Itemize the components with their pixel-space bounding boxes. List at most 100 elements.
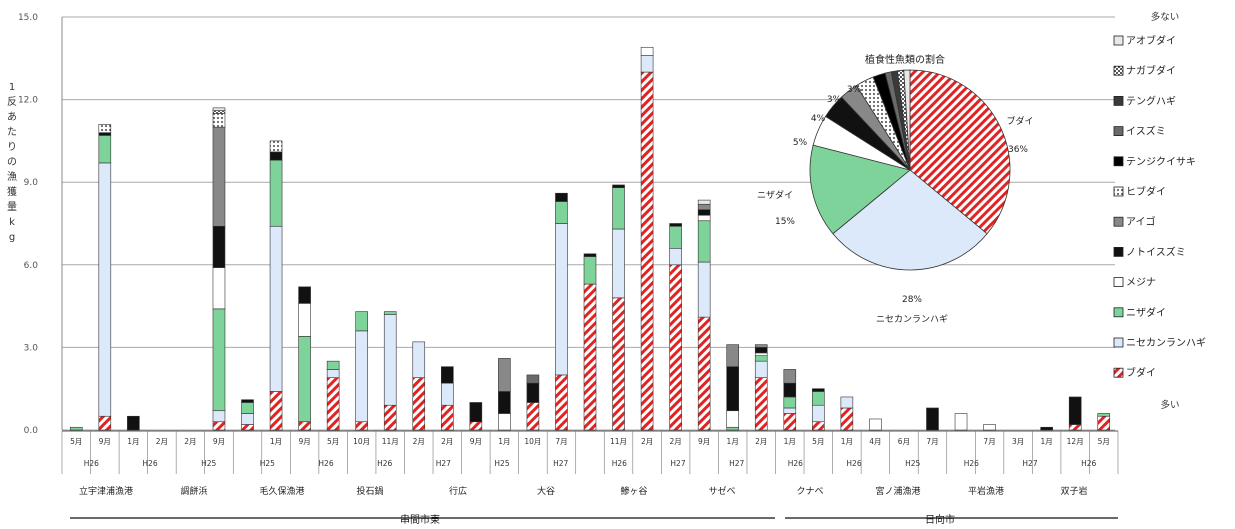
x-tick-year: H26 [377,459,392,468]
legend-swatch [1113,65,1124,76]
bar-segment [783,369,797,384]
x-tick-month: 1月 [270,437,282,446]
y-axis-label-char: の [7,157,17,168]
bar-segment [69,426,83,431]
bar-segment [441,404,454,431]
bar-segment [754,355,768,362]
bar-segment [640,71,654,431]
pie-label: 36% [1008,145,1028,155]
bar-segment [812,388,825,392]
bar-segment [212,113,226,128]
legend-entry: メジナ [1126,277,1156,289]
x-location-label: 大谷 [537,485,555,497]
pie-title: 植食性魚類の割合 [865,53,945,66]
x-location-label: 双子岩 [1060,485,1087,497]
x-tick-month: 5月 [1098,437,1110,446]
y-axis-label-char: k [9,217,15,228]
y-axis-label-char: 獲 [7,185,17,198]
bar-segment [697,261,711,318]
x-tick-year: H25 [201,459,216,468]
legend: 多ないアオブダイナガブダイテングハギイスズミテンジクイサキヒブダイアイゴノトイス… [1113,11,1206,411]
x-tick-month: 1月 [127,437,139,446]
legend-entry: アオブダイ [1126,34,1176,47]
bar-segment [98,415,112,431]
legend-entry: アイゴ [1126,215,1156,228]
y-tick-label: 6.0 [24,261,39,271]
bar-segment [98,132,112,136]
legend-entry: ノトイスズミ [1126,245,1186,258]
y-tick-label: 3.0 [24,343,39,353]
y-axis-label-char: 漁 [7,170,17,183]
legend-entry: ブダイ [1126,366,1156,379]
x-region-label: 日向市 [925,513,955,526]
x-tick-year: H26 [84,459,99,468]
bar-segment [326,377,340,431]
bar-segment [583,253,597,257]
x-location-label: 平岩漁港 [968,485,1004,497]
legend-swatch [1113,156,1124,167]
x-tick-month: 10月 [353,437,370,446]
bar-segment [383,311,397,315]
x-tick-year: H26 [142,459,157,468]
bar-segment [612,184,625,189]
pie-label: 28% [902,295,922,305]
bar-segment [640,46,654,56]
bar-segment [1068,424,1082,431]
x-tick-year: H25 [494,459,509,468]
legend-swatch [1113,216,1124,227]
x-tick-month: 7月 [983,437,995,446]
x-tick-month: 5月 [70,437,82,446]
y-tick-label: 9.0 [24,178,39,188]
x-tick-month: 9月 [298,437,310,446]
bar-segment [269,151,283,161]
bar-segment [726,344,739,367]
bar-segment [212,110,226,114]
y-axis-label-char: あ [7,111,17,123]
bar-segment [526,374,540,384]
bar-segment [212,410,226,423]
bar-segment [783,382,797,398]
x-location-label: 投石鍋 [356,485,383,497]
legend-swatch [1113,367,1124,378]
bar-segment [612,187,625,230]
bar-segment [697,220,711,263]
bar-segment [869,418,882,431]
bar-segment [241,424,254,431]
x-tick-month: 2月 [441,437,453,446]
x-tick-month: 1月 [784,437,796,446]
bar-segment [726,410,739,428]
bar-segment [583,256,597,285]
x-tick-month: 9月 [213,437,225,446]
bar-segment [212,267,226,310]
pie-label: 3% [827,95,842,105]
x-tick-month: 9月 [470,437,482,446]
bar-segment [269,391,283,431]
bar-segment [612,228,625,299]
x-tick-month: 1月 [498,437,510,446]
bar-segment [840,396,854,409]
pie-label: ニザダイ [757,189,793,201]
x-tick-month: 1月 [841,437,853,446]
y-axis-label-char: 1 [9,82,15,93]
pie-label: ブダイ [1006,115,1033,127]
x-tick-year: H27 [553,459,568,468]
bar-segment [697,316,711,431]
bar-segment [669,264,682,431]
bar-segment [212,126,226,227]
bar-segment [669,225,682,249]
x-tick-month: 1月 [1041,437,1053,446]
bar-segment [783,407,797,414]
bar-segment [697,203,711,211]
pie-slice [903,69,911,171]
bar-segment [241,399,254,403]
bar-segment [754,360,768,378]
y-tick-label: 0.0 [24,426,39,436]
legend-swatch [1113,277,1124,288]
bar-segment [269,140,283,153]
bar-segment [1040,426,1053,431]
x-tick-month: 6月 [898,437,910,446]
x-region-label: 串間市東 [400,513,440,526]
x-tick-month: 2月 [184,437,196,446]
